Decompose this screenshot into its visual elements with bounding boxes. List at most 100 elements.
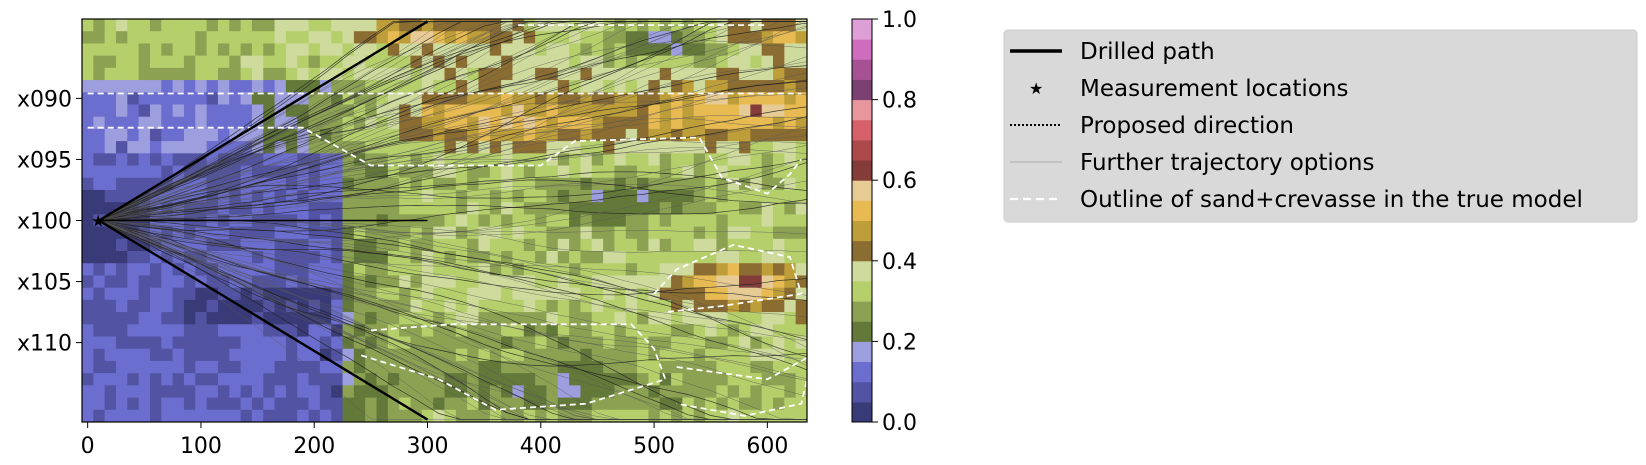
heatmap-cell [308,128,321,142]
heatmap-cell [399,55,412,69]
heatmap-cell [489,312,502,325]
heatmap-cell [217,287,230,301]
heatmap-cell [263,324,276,338]
heatmap-cell [331,67,344,81]
heatmap-cell [149,153,162,167]
heatmap-cell [206,43,219,57]
heatmap-cell [739,189,751,203]
heatmap-cell [251,165,264,179]
heatmap-cell [784,55,797,69]
heatmap-cell [274,251,287,264]
heatmap-cell [410,360,423,374]
legend-label: Further trajectory options [1080,150,1374,176]
heatmap-cell [353,397,366,411]
heatmap-cell [501,263,514,277]
heatmap-cell [297,202,310,215]
heatmap-cell [659,263,672,277]
heatmap-cell [467,336,480,350]
heatmap-cell [387,299,400,313]
heatmap-cell [115,385,128,399]
heatmap-cell [535,299,548,313]
heatmap-cell [104,31,117,45]
heatmap-cell [455,324,468,338]
heatmap-cell [557,263,570,277]
heatmap-cell [569,67,582,81]
heatmap-cell [444,287,457,301]
heatmap-cell [659,336,672,350]
heatmap-cell [399,287,412,301]
heatmap-cell [263,128,276,142]
heatmap-cell [229,336,242,350]
heatmap-cell [614,275,627,289]
heatmap-cell [149,275,162,289]
heatmap-cell [693,397,706,411]
heatmap-cell [285,336,298,350]
heatmap-cell [761,287,774,301]
heatmap-cell [546,202,559,215]
heatmap-cell [773,373,785,386]
heatmap-cell [501,104,514,118]
heatmap-cell [739,385,751,399]
heatmap-cell [750,19,763,32]
heatmap-cell [82,55,94,69]
heatmap-cell [342,287,355,301]
heatmap-cell [546,263,559,277]
heatmap-cell [693,202,706,215]
heatmap-cell [93,238,106,252]
heatmap-cell [274,43,287,57]
heatmap-cell [195,116,208,130]
heatmap-cell [149,177,162,191]
heatmap-cell [342,299,355,313]
heatmap-cell [399,43,412,57]
heatmap-cell [376,238,389,252]
heatmap-cell [671,324,683,338]
trajectory-option-line [98,135,807,221]
heatmap-cell [274,226,287,240]
heatmap-cell [365,128,378,142]
heatmap-cell [501,202,514,215]
heatmap-cell [82,251,94,264]
heatmap-cell [353,324,366,338]
heatmap-cell [603,43,616,57]
heatmap-cell [467,67,480,81]
heatmap-cell [659,348,672,362]
heatmap-cell [750,67,763,81]
heatmap-cell [535,31,548,45]
heatmap-cell [240,128,253,142]
trajectory-option-line [98,220,807,420]
heatmap-cell [603,397,616,411]
heatmap-cell [240,287,253,301]
heatmap-cell [115,312,128,325]
heatmap-cell [104,153,117,167]
heatmap-cell [319,312,332,325]
heatmap-cell [206,409,219,422]
heatmap-cell [240,67,253,81]
heatmap-cell [342,385,355,399]
heatmap-cell [217,275,230,289]
heatmap-cell [183,385,196,399]
heatmap-cell [478,92,491,106]
heatmap-cell [693,287,706,301]
legend-box [1003,29,1638,223]
heatmap-cell [739,202,751,215]
heatmap-cell [750,31,763,45]
heatmap-cell [784,116,797,130]
heatmap-cell [625,177,638,191]
heatmap-cell [795,251,807,264]
heatmap-cell [682,92,695,106]
heatmap-cell [274,153,287,167]
heatmap-cell [104,397,117,411]
heatmap-cell [727,214,740,228]
heatmap-cell [376,153,389,167]
heatmap-cell [319,92,332,106]
heatmap-cell [172,348,185,362]
drill-paths: ★ [91,20,429,421]
heatmap-cell [342,397,355,411]
heatmap-cell [240,324,253,338]
heatmap-cell [195,397,208,411]
heatmap-cell [659,67,672,81]
sand-crevasse-outline [87,126,803,195]
heatmap-cell [240,238,253,252]
heatmap-cell [659,312,672,325]
